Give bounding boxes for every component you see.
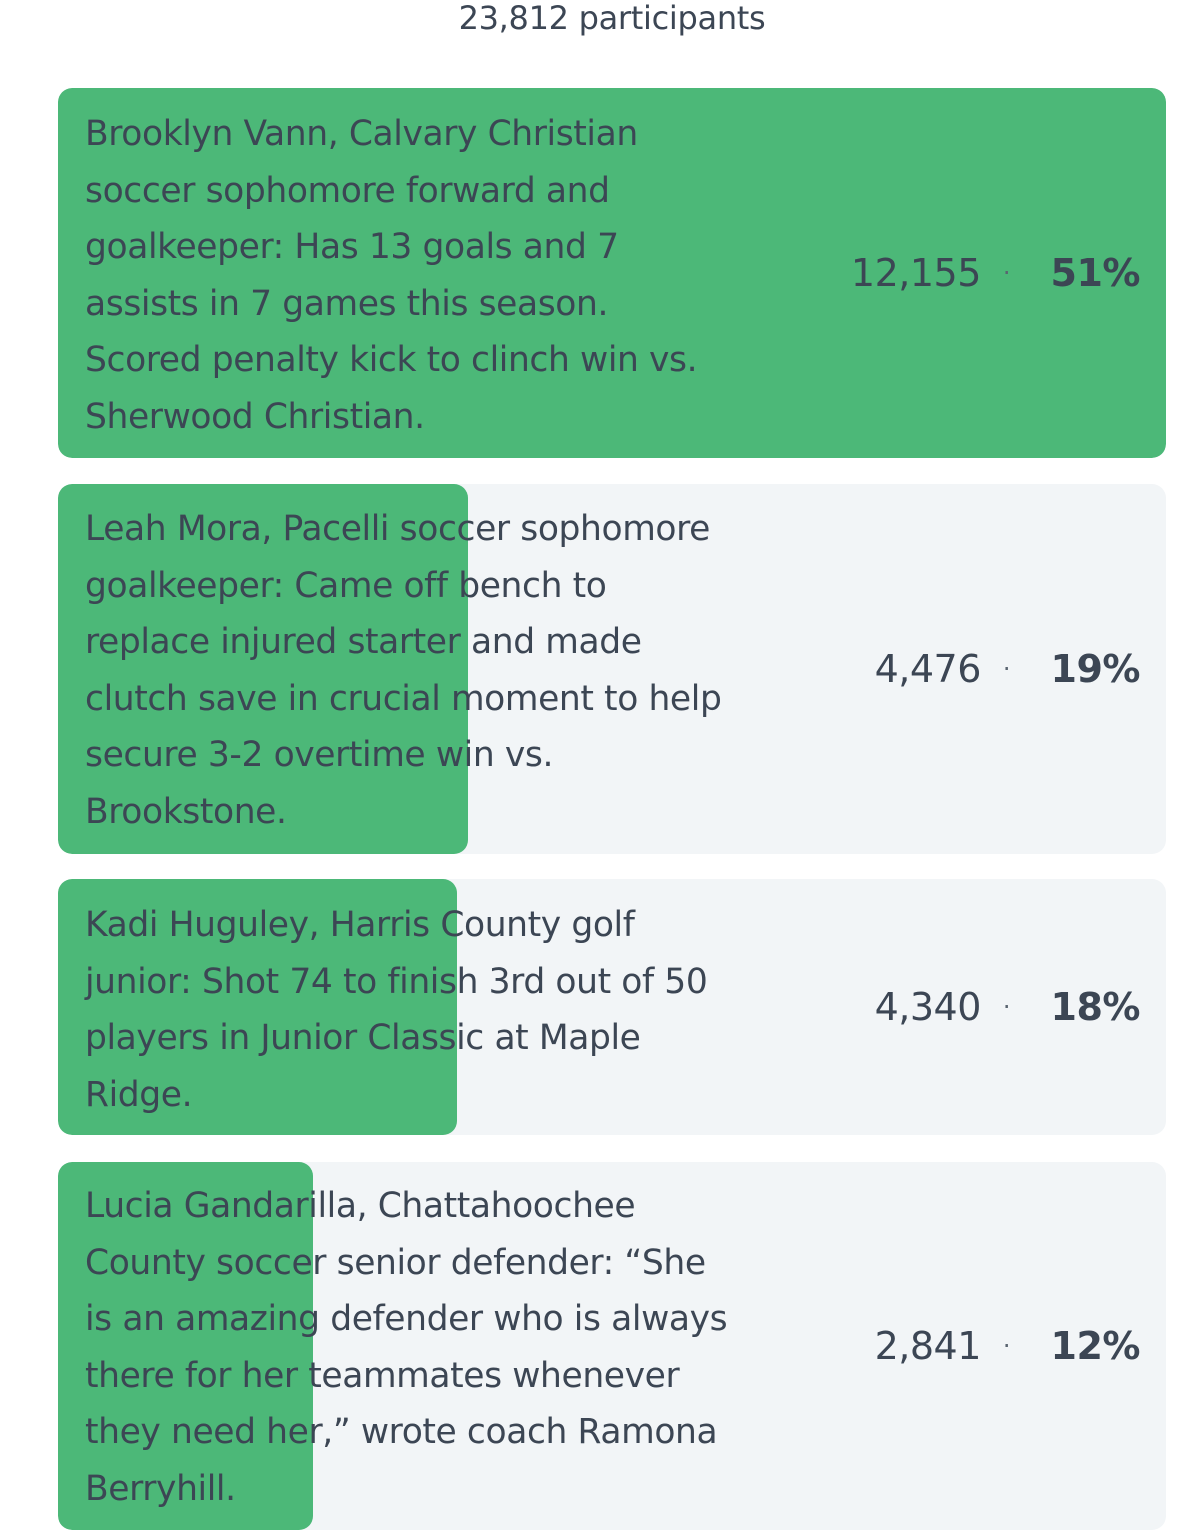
separator-dot: · [1002,259,1011,287]
poll-option-votes: 2,841 [874,1324,982,1368]
poll-option-label: Brooklyn Vann, Calvary Christian soccer … [85,114,698,437]
poll-option-votes: 4,476 [874,647,982,691]
poll-option-label: Lucia Gandarilla, Chattahoochee County s… [85,1186,728,1509]
poll-option-brooklyn-vann[interactable]: Brooklyn Vann, Calvary Christian soccer … [58,88,1166,458]
poll-option-votes: 4,340 [874,985,982,1029]
poll-option-result-bar [58,879,457,1135]
poll-option-result-bar [58,88,1166,458]
poll-option-stats: 4,340 · 18% [874,879,1141,1135]
poll-option-lucia-gandarilla[interactable]: Lucia Gandarilla, Chattahoochee County s… [58,1162,1166,1530]
poll-option-stats: 2,841 · 12% [874,1162,1141,1530]
poll-option-result-bar [58,1162,313,1530]
separator-dot: · [1002,1332,1011,1360]
poll-option-stats: 12,155 · 51% [850,88,1141,458]
poll-option-label: Leah Mora, Pacelli soccer sophomore goal… [85,509,722,832]
poll-option-stats: 4,476 · 19% [874,484,1141,854]
participants-count: 23,812 participants [458,0,766,37]
poll-option-result-bar [58,484,468,854]
poll-option-kadi-huguley[interactable]: Kadi Huguley, Harris County golf junior:… [58,879,1166,1135]
poll-option-percent: 19% [1050,647,1141,691]
poll-option-percent: 12% [1050,1324,1141,1368]
poll-option-label: Kadi Huguley, Harris County golf junior:… [85,905,708,1115]
separator-dot: · [1002,655,1011,683]
poll-option-percent: 18% [1050,985,1141,1029]
poll-option-votes: 12,155 [850,251,981,295]
separator-dot: · [1002,993,1011,1021]
poll-option-percent: 51% [1050,251,1141,295]
poll-option-leah-mora[interactable]: Leah Mora, Pacelli soccer sophomore goal… [58,484,1166,854]
